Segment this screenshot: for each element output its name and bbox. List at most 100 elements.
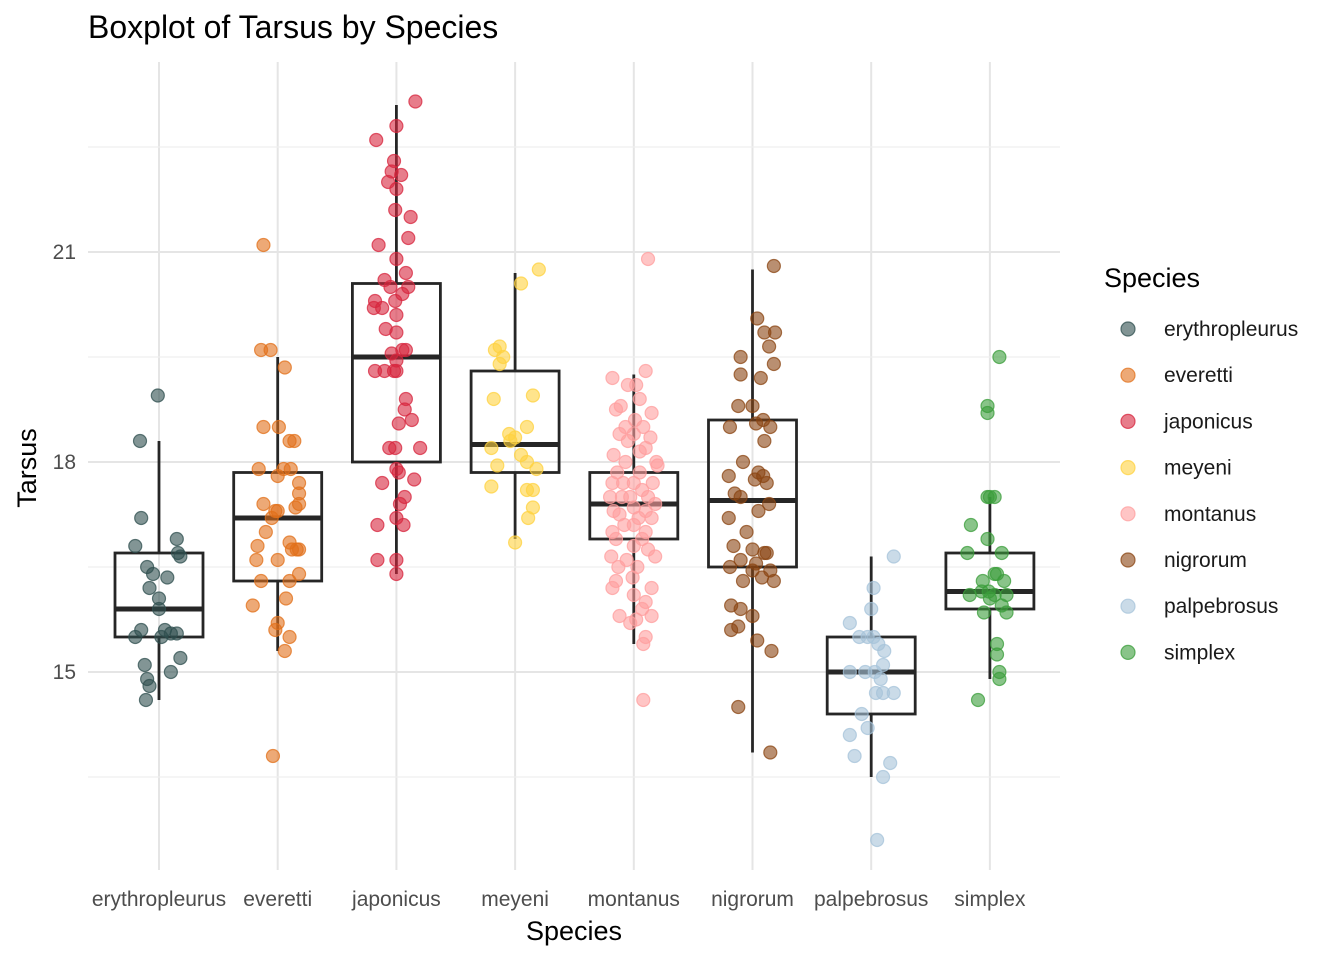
- data-point: [751, 503, 766, 519]
- y-tick-label: 18: [53, 451, 76, 474]
- legend-label: japonicus: [1163, 410, 1253, 433]
- data-point: [383, 279, 398, 295]
- data-point: [648, 496, 663, 512]
- data-point: [721, 468, 736, 484]
- legend-label: simplex: [1164, 641, 1236, 664]
- data-point: [291, 566, 307, 582]
- data-point: [626, 517, 641, 533]
- data-point: [250, 538, 265, 554]
- data-point: [962, 587, 977, 603]
- data-point: [389, 251, 404, 267]
- data-points: [128, 94, 1014, 848]
- data-point: [270, 468, 285, 484]
- x-tick-label: palpebrosus: [814, 888, 928, 911]
- data-point: [605, 370, 620, 386]
- data-point: [970, 692, 986, 708]
- data-point: [375, 475, 390, 491]
- data-point: [268, 622, 283, 638]
- data-point: [877, 643, 892, 659]
- legend-key: [1120, 552, 1136, 568]
- data-point: [847, 748, 862, 764]
- data-point: [612, 608, 627, 624]
- data-point: [270, 552, 285, 568]
- data-point: [249, 552, 264, 568]
- data-point: [726, 538, 741, 554]
- data-point: [389, 307, 404, 323]
- data-point: [396, 517, 411, 533]
- data-point: [407, 472, 422, 487]
- data-point: [484, 479, 499, 494]
- data-point: [278, 591, 294, 606]
- data-point: [625, 570, 640, 585]
- legend-key: [1120, 644, 1136, 661]
- data-point: [644, 510, 659, 526]
- data-point: [389, 552, 404, 568]
- data-point: [128, 629, 143, 645]
- data-point: [745, 563, 760, 578]
- data-point: [648, 549, 663, 564]
- y-axis-ticks: 15 18 21: [53, 241, 76, 684]
- data-point: [529, 461, 544, 477]
- legend-key: [1120, 506, 1136, 522]
- data-point: [733, 367, 748, 382]
- data-point: [151, 601, 167, 617]
- data-point: [636, 636, 651, 652]
- data-point: [525, 388, 541, 403]
- data-point: [982, 591, 998, 606]
- legend-item-meyeni: meyeni: [1120, 457, 1232, 480]
- data-point: [282, 573, 297, 589]
- data-point: [618, 454, 633, 470]
- points-nigrorum: [721, 258, 783, 760]
- legend: Species erythropleurus everetti japonicus m…: [1104, 263, 1298, 664]
- points-simplex: [960, 349, 1014, 708]
- data-point: [873, 671, 888, 687]
- data-point: [128, 538, 143, 554]
- data-point: [277, 360, 292, 375]
- legend-item-japonicus: japonicus: [1120, 410, 1253, 433]
- data-point: [976, 605, 992, 620]
- data-point: [611, 559, 626, 575]
- data-point: [258, 524, 273, 540]
- data-point: [735, 454, 751, 470]
- data-point: [987, 489, 1002, 505]
- data-point: [644, 608, 659, 624]
- data-point: [397, 402, 412, 417]
- data-point: [388, 202, 403, 218]
- grid: [88, 62, 1060, 870]
- data-point: [842, 727, 857, 743]
- data-point: [864, 601, 879, 617]
- data-point: [389, 566, 404, 582]
- data-point: [145, 566, 161, 582]
- data-point: [271, 419, 286, 435]
- data-point: [282, 629, 297, 645]
- legend-label: nigrorum: [1164, 549, 1247, 572]
- data-point: [960, 545, 975, 561]
- data-point: [632, 444, 647, 459]
- data-point: [757, 325, 772, 340]
- data-point: [391, 416, 406, 431]
- data-point: [731, 398, 746, 414]
- data-point: [731, 619, 746, 634]
- data-point: [403, 209, 418, 225]
- data-point: [766, 573, 781, 589]
- data-point: [721, 510, 736, 526]
- data-point: [163, 664, 178, 680]
- data-point: [722, 559, 738, 575]
- data-point: [735, 573, 751, 589]
- data-point: [513, 276, 529, 291]
- x-tick-label: everetti: [243, 888, 312, 911]
- data-point: [645, 475, 660, 491]
- data-point: [963, 517, 979, 533]
- box-iqr: [469, 369, 561, 474]
- data-point: [759, 545, 774, 561]
- data-point: [369, 132, 384, 148]
- data-point: [886, 549, 901, 564]
- data-point: [745, 608, 760, 624]
- x-tick-label: nigrorum: [711, 888, 794, 911]
- data-point: [413, 440, 428, 456]
- data-point: [408, 94, 423, 109]
- legend-item-erythropleurus: erythropleurus: [1120, 318, 1298, 341]
- data-point: [270, 503, 285, 519]
- data-point: [992, 671, 1007, 687]
- data-point: [875, 657, 891, 673]
